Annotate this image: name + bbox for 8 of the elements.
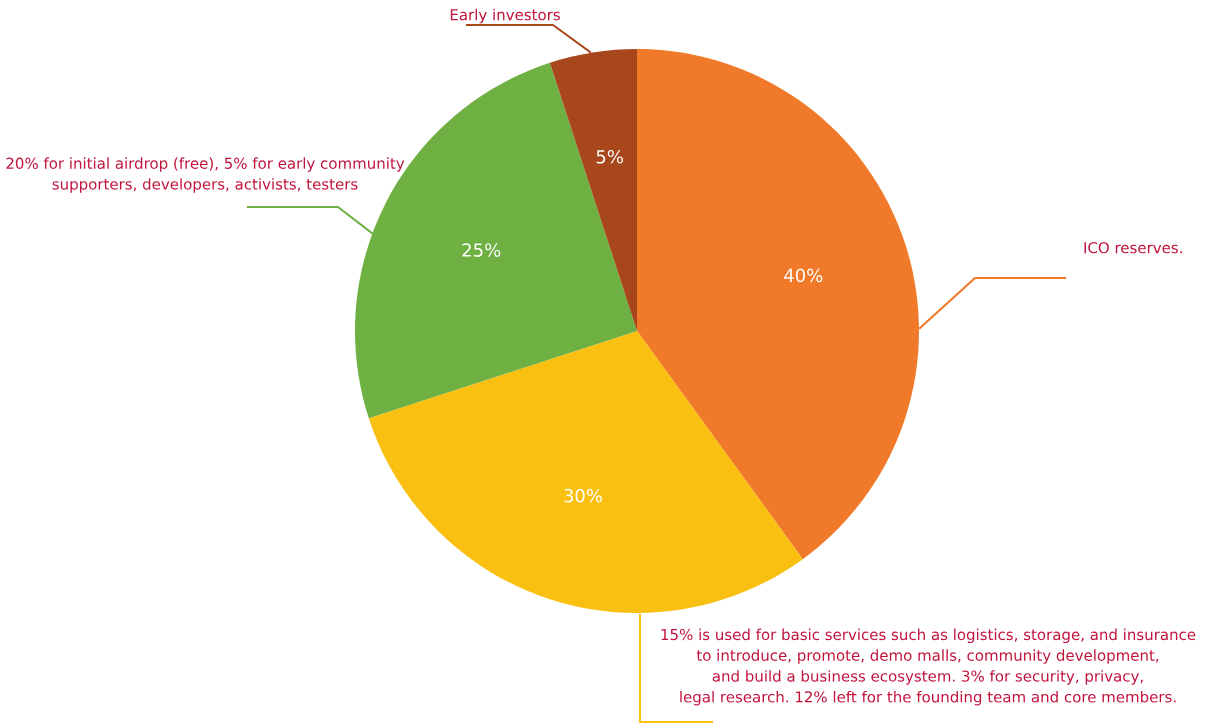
- data-label: 40%: [784, 268, 823, 283]
- data-label: 25%: [462, 243, 501, 257]
- slice-label: ICO reserves.: [1084, 242, 1182, 254]
- slice-label: 15% is used for basic services such as logistics, storage, and insurance to introduce, promote, demo malls, community development, and build a business ecosystem. 3% for security, privacy, legal research. 12% left for the founding team and core members.: [661, 628, 1196, 706]
- slice-label: Early investors: [450, 8, 560, 24]
- data-label: 30%: [564, 488, 603, 503]
- slice-label: 20% for initial airdrop (free), 5% for early community supporters, developers, activists, testers: [6, 157, 405, 193]
- data-label: 5%: [596, 149, 623, 164]
